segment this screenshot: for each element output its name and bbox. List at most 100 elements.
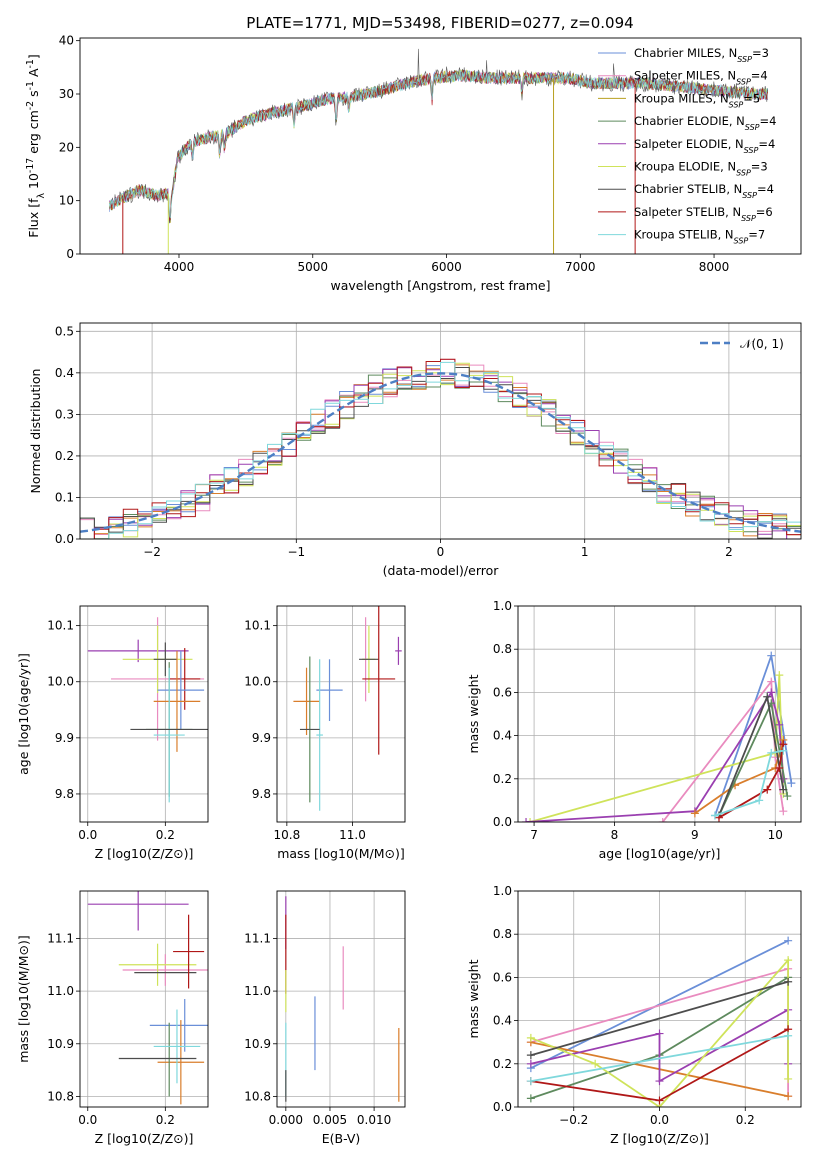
weight-marker (779, 785, 788, 794)
y-tick-label: 0.2 (493, 1057, 512, 1071)
x-tick-label: −2 (143, 545, 161, 559)
y-axis-label: Flux [fλ 10-17 erg cm-2 s-1 A-1] (25, 54, 47, 237)
y-tick-label: 40 (59, 34, 74, 48)
plot-area (80, 358, 801, 539)
y-tick-label: 10.1 (47, 619, 74, 633)
y-tick-label: 9.8 (55, 787, 74, 801)
x-tick-label: 0 (437, 545, 445, 559)
weight-marker (784, 1092, 793, 1101)
weight-marker (784, 977, 793, 986)
x-tick-label: 0.2 (156, 1113, 175, 1127)
x-tick-label: 11.0 (339, 828, 366, 842)
y-tick-label: 0.2 (55, 449, 74, 463)
weight-marker (526, 1094, 535, 1103)
legend-entry: Kroupa STELIB, NSSP=7 (634, 228, 765, 246)
y-tick-label: 9.8 (252, 787, 271, 801)
weight-marker (522, 818, 531, 822)
y-tick-label: 0.8 (493, 927, 512, 941)
weight-marker (655, 1029, 664, 1038)
legend-entry: Salpeter STELIB, NSSP=6 (634, 205, 773, 223)
y-tick-label: 0.4 (493, 729, 512, 743)
weight-marker (787, 779, 796, 788)
weight-line (530, 980, 789, 1057)
y-axis-label: mass weight (466, 959, 481, 1038)
x-tick-label: 0.005 (313, 1113, 347, 1127)
weight-line (530, 1034, 789, 1082)
x-tick-label: 8000 (699, 260, 730, 274)
y-tick-label: 0.0 (55, 532, 74, 546)
x-axis-label: Z [log10(Z/Z⊙)] (95, 1131, 194, 1146)
x-tick-label: 7 (530, 828, 538, 842)
plot-area (526, 936, 793, 1107)
weight-marker (526, 1077, 535, 1086)
weight-marker (526, 1059, 535, 1068)
y-tick-label: 0.2 (493, 772, 512, 786)
plot-area (522, 651, 796, 822)
x-tick-label: 0.0 (650, 1113, 669, 1127)
x-tick-label: 0.2 (736, 1113, 755, 1127)
panel-weight-vs-Z: −0.2 0.0 0.2 0.0 0.2 0.4 0.6 0.8 1.0 Z [log10(Z/Z… (466, 884, 802, 1146)
x-tick-label: 5000 (297, 260, 328, 274)
y-tick-label: 0.4 (55, 366, 74, 380)
panel-age-vs-mass: 10.8 11.0 9.8 9.9 10.0 10.1 mass [log10(M/M⊙)] (244, 605, 406, 861)
y-tick-label: 0 (66, 247, 74, 261)
axes-frame (79, 890, 209, 1108)
weight-marker (775, 720, 784, 729)
axes-frame (276, 890, 406, 1108)
weight-marker (784, 936, 793, 945)
legend-entry: Chabrier ELODIE, NSSP=4 (634, 114, 776, 132)
weight-marker (779, 746, 788, 755)
y-tick-label: 0.0 (493, 1100, 512, 1114)
x-tick-label: 2 (725, 545, 733, 559)
y-tick-label: 10.9 (244, 1037, 271, 1051)
weight-line (718, 744, 785, 819)
plot-area (285, 896, 400, 1102)
x-tick-label: −0.2 (559, 1113, 588, 1127)
y-tick-label: 10.8 (244, 1089, 271, 1103)
y-tick-label: 0.6 (493, 685, 512, 699)
legend-entry: Kroupa ELODIE, NSSP=3 (634, 160, 768, 178)
x-axis-label: wavelength [Angstrom, rest frame] (330, 278, 550, 293)
x-tick-label: 8 (611, 828, 619, 842)
x-tick-label: 10.8 (273, 828, 300, 842)
x-axis-label: mass [log10(M/M⊙)] (277, 846, 405, 861)
y-tick-label: 9.9 (55, 731, 74, 745)
plot-area (109, 48, 768, 254)
y-tick-label: 20 (59, 140, 74, 154)
y-axis-label: Normed distribution (28, 369, 43, 494)
y-tick-label: 11.1 (244, 931, 271, 945)
weight-marker (526, 1051, 535, 1060)
x-tick-label: 0.0 (78, 828, 97, 842)
x-tick-label: 7000 (565, 260, 596, 274)
weight-marker (655, 1077, 664, 1086)
panel-mass-vs-Z: 0.0 0.2 10.8 10.9 11.0 11.1 Z [log10(Z/Z⊙)] mas… (16, 890, 209, 1146)
legend-entry: Kroupa MILES, NSSP=5 (634, 91, 760, 109)
y-tick-label: 0.1 (55, 490, 74, 504)
weight-marker (784, 1074, 793, 1083)
legend-entry: Chabrier MILES, NSSP=3 (634, 46, 769, 64)
y-tick-label: 30 (59, 87, 74, 101)
x-tick-label: −1 (287, 545, 305, 559)
weight-marker (775, 671, 784, 680)
x-tick-label: 0.2 (156, 828, 175, 842)
weight-marker (767, 748, 776, 757)
panel-residuals: −2 −1 0 1 2 0.0 0.1 0.2 0.3 0.4 0.5 (data-model)/er… (28, 322, 802, 578)
weight-marker (655, 1096, 664, 1105)
plot-area (87, 617, 208, 803)
weight-line (694, 739, 785, 815)
y-tick-label: 10.1 (244, 619, 271, 633)
weight-marker (767, 688, 776, 697)
x-tick-label: 9 (691, 828, 699, 842)
x-tick-label: 0.010 (357, 1113, 391, 1127)
weight-marker (783, 792, 792, 801)
y-tick-label: 0.3 (55, 407, 74, 421)
y-tick-label: 0.6 (493, 970, 512, 984)
panel-weight-vs-age: 7 8 9 10 0.0 0.2 0.4 0.6 0.8 1.0 age [log10(age/yr… (466, 599, 802, 861)
weight-marker (591, 1059, 600, 1068)
x-axis-label: Z [log10(Z/Z⊙)] (95, 846, 194, 861)
weight-marker (763, 692, 772, 701)
plot-area (293, 606, 402, 811)
y-tick-label: 10.0 (47, 675, 74, 689)
plot-area (87, 891, 208, 1105)
x-tick-label: 10 (768, 828, 783, 842)
